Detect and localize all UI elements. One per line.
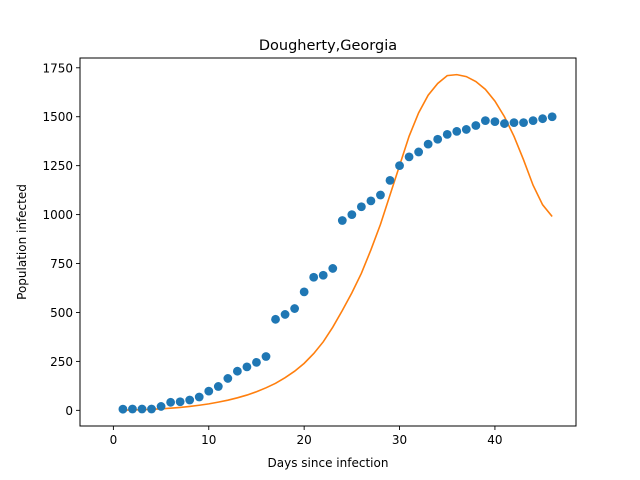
data-point — [414, 147, 424, 157]
data-point — [242, 362, 252, 372]
y-tick-label: 1500 — [42, 110, 73, 124]
data-point — [347, 210, 357, 220]
fit-line — [122, 73, 553, 411]
x-axis: 0 10 20 30 40 — [110, 426, 503, 447]
data-point — [213, 382, 223, 391]
x-tick-label: 20 — [297, 433, 312, 447]
data-point — [452, 126, 462, 136]
x-tick-label: 10 — [201, 433, 216, 447]
data-point — [156, 402, 166, 411]
data-point — [204, 386, 214, 396]
data-point — [461, 125, 471, 134]
data-point — [280, 310, 290, 319]
plot-frame — [79, 57, 577, 427]
data-point — [547, 112, 557, 122]
data-point — [519, 118, 528, 127]
data-point — [128, 404, 137, 414]
data-point — [480, 116, 490, 126]
data-point — [185, 395, 195, 405]
data-point — [271, 314, 280, 324]
data-point — [538, 114, 548, 124]
data-point — [423, 139, 433, 149]
chart-title: Dougherty,Georgia — [259, 38, 397, 54]
data-point — [147, 404, 156, 414]
data-point — [137, 404, 147, 414]
data-point — [471, 121, 481, 130]
y-tick-label: 500 — [50, 306, 73, 320]
y-axis: 0 250 500 750 1000 1250 1500 1750 — [42, 61, 80, 418]
data-point — [490, 117, 500, 127]
plot-marks — [118, 73, 557, 414]
data-point — [366, 196, 376, 206]
data-point — [118, 404, 128, 414]
data-point — [166, 397, 176, 407]
data-point — [223, 374, 233, 383]
data-point — [175, 397, 185, 407]
data-point — [252, 357, 261, 367]
data-point — [404, 152, 414, 162]
data-point — [433, 134, 443, 144]
data-point — [356, 202, 366, 212]
y-axis-label: Population infected — [15, 184, 29, 300]
y-tick-label: 0 — [65, 404, 73, 418]
data-point — [328, 264, 338, 273]
data-point — [509, 118, 519, 127]
data-point — [194, 392, 204, 402]
data-point — [500, 119, 509, 128]
data-point — [337, 216, 347, 225]
y-tick-label: 250 — [50, 355, 73, 369]
data-point — [395, 161, 404, 171]
data-point — [309, 272, 319, 282]
data-point — [261, 352, 271, 361]
y-tick-label: 1750 — [42, 61, 73, 75]
x-tick-label: 40 — [487, 433, 502, 447]
data-point — [528, 116, 538, 126]
data-point — [442, 129, 452, 139]
y-tick-label: 1000 — [42, 208, 73, 222]
data-point — [232, 366, 242, 376]
data-point — [299, 287, 309, 297]
data-point — [290, 304, 300, 313]
data-point — [318, 270, 328, 280]
y-tick-label: 750 — [50, 257, 73, 271]
y-tick-label: 1250 — [42, 159, 73, 173]
x-tick-label: 0 — [110, 433, 118, 447]
data-point — [376, 190, 385, 200]
x-axis-label: Days since infection — [268, 456, 389, 470]
data-point — [385, 175, 395, 185]
x-tick-label: 30 — [392, 433, 407, 447]
